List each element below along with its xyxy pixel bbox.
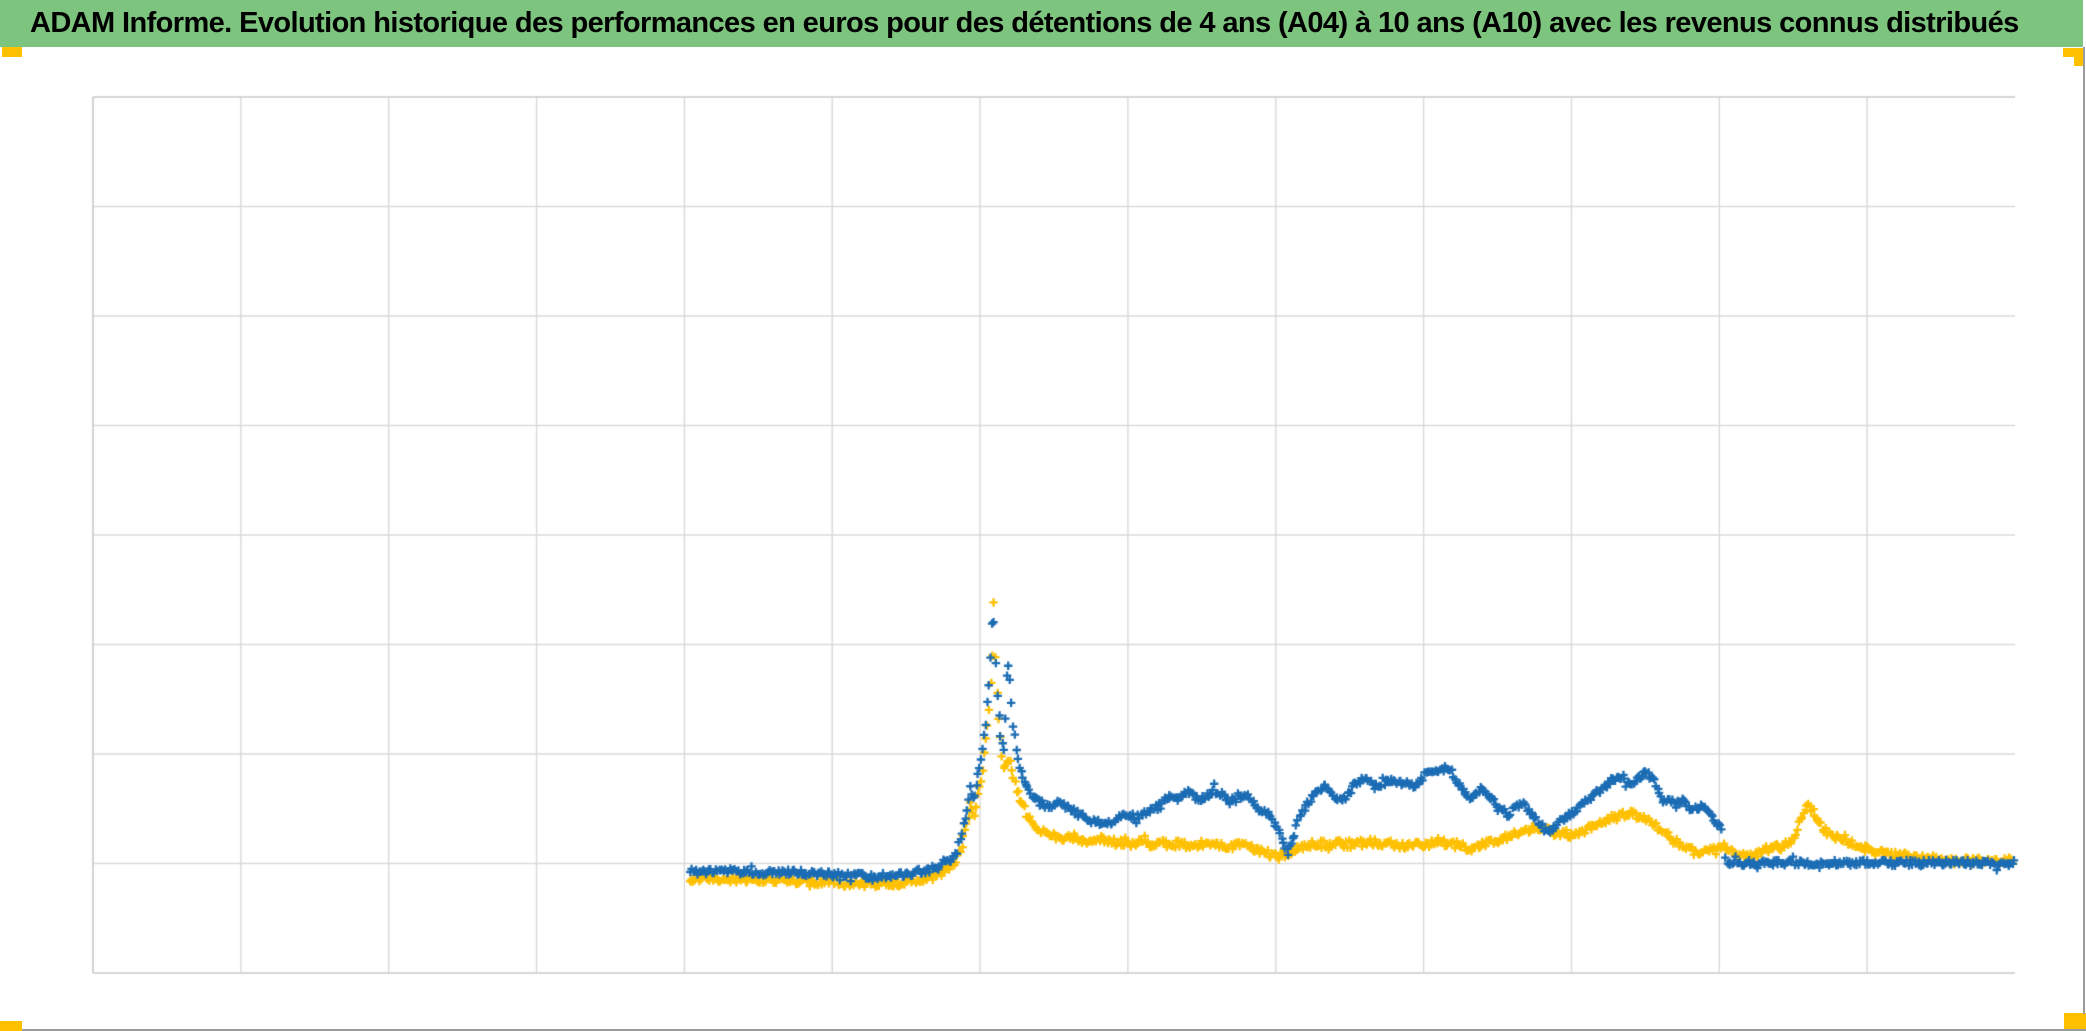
performance-scatter-chart[interactable] xyxy=(0,0,2086,1031)
spreadsheet-page: ADAM Informe. Evolution historique des p… xyxy=(0,0,2086,1031)
